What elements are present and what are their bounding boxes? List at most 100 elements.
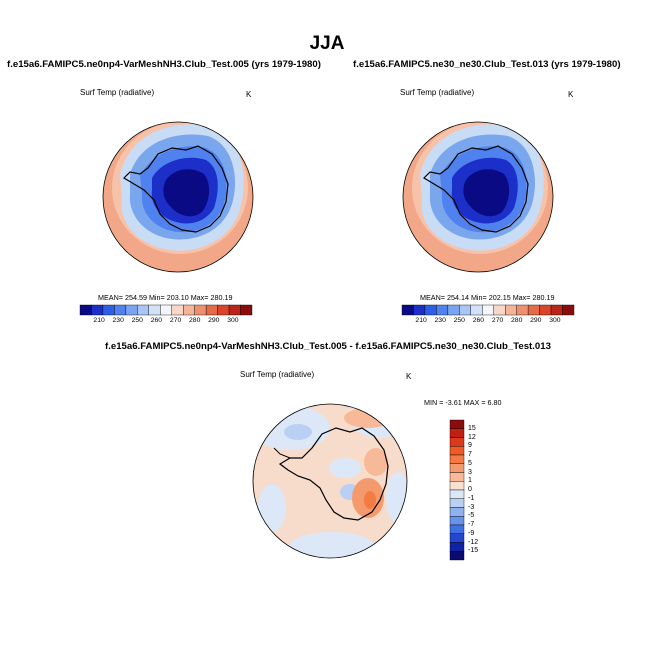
colorbar-box xyxy=(148,304,161,316)
diff-colorbar xyxy=(449,419,465,561)
colorbar-box xyxy=(493,304,506,316)
warm-anomaly-peak xyxy=(364,491,376,509)
colorbar-box xyxy=(449,551,465,561)
colorbar-tick-label: 280 xyxy=(511,317,523,324)
season-title: JJA xyxy=(309,33,345,54)
panel-1-polar-map xyxy=(102,121,254,273)
colorbar-box xyxy=(447,304,460,316)
diff-panel-variable: Surf Temp (radiative) xyxy=(240,370,315,379)
diff-panel-stats: MIN = -3.61 MAX = 6.80 xyxy=(424,398,502,407)
colorbar-box xyxy=(171,304,184,316)
diff-colorbar-labels: 15 12 9 7 5 3 1 0 -1 -3 -5 -7 -9 -12 -15 xyxy=(468,420,508,560)
panel-1-stats: MEAN= 254.59 Min= 203.10 Max= 280.19 xyxy=(98,293,233,302)
colorbar-tick-label: -1 xyxy=(468,494,475,502)
colorbar-box xyxy=(459,304,472,316)
colorbar-box xyxy=(470,304,483,316)
colorbar-tick-label: 1 xyxy=(468,477,472,485)
continent-core xyxy=(463,169,510,217)
warm-anomaly xyxy=(344,408,392,428)
colorbar-tick-label: 12 xyxy=(468,433,476,441)
colorbar-box xyxy=(401,304,414,316)
colorbar-box xyxy=(562,304,575,316)
colorbar-box xyxy=(137,304,150,316)
colorbar-box xyxy=(449,507,465,517)
colorbar-tick-label: 9 xyxy=(468,442,472,450)
colorbar-tick-label: 300 xyxy=(227,317,239,324)
colorbar-tick-label: 15 xyxy=(468,424,476,432)
map-boundary xyxy=(402,121,554,273)
colorbar-box xyxy=(240,304,253,316)
coastline xyxy=(273,447,291,459)
colorbar-tick-label: 270 xyxy=(491,317,504,324)
colorbar-tick-label: 7 xyxy=(468,451,472,458)
colorbar-tick-label: 250 xyxy=(453,317,465,324)
colorbar-tick-label: 300 xyxy=(549,317,561,324)
colorbar-tick-label: 280 xyxy=(189,317,201,324)
panel-1-colorbar-labels: 210 230 250 260 270 280 290 300 xyxy=(80,317,252,327)
map-boundary xyxy=(252,403,408,559)
colorbar-box xyxy=(539,304,552,316)
colorbar-tick-label: 210 xyxy=(93,317,105,324)
colorbar-box xyxy=(449,419,465,429)
coastline xyxy=(423,145,529,233)
colorbar-box xyxy=(449,446,465,456)
colorbar-box xyxy=(449,463,465,473)
colorbar-box xyxy=(482,304,494,316)
continent-core xyxy=(163,169,210,217)
cool-anomaly xyxy=(258,484,286,532)
cool-anomaly xyxy=(386,472,407,524)
colorbar-tick-label: 250 xyxy=(131,317,143,324)
diff-polar-map xyxy=(252,403,408,559)
colorbar-box xyxy=(449,533,465,543)
colorbar-box xyxy=(449,481,465,491)
colorbar-box xyxy=(516,304,529,316)
coastline xyxy=(278,427,389,521)
panel-2-stats: MEAN= 254.14 Min= 202.15 Max= 280.19 xyxy=(420,293,555,302)
colorbar-box xyxy=(79,304,92,316)
colorbar-tick-label: -5 xyxy=(468,512,475,520)
colorbar-box xyxy=(449,542,465,552)
colorbar-tick-label: -12 xyxy=(468,538,479,546)
panel-2-title: f.e15a6.FAMIPC5.ne30_ne30.Club_Test.013 … xyxy=(353,59,621,70)
panel-1-colorbar xyxy=(79,304,253,316)
panel-1-variable: Surf Temp (radiative) xyxy=(80,88,155,97)
coastline xyxy=(123,145,229,233)
panel-2-units: K xyxy=(568,90,574,99)
colorbar-tick-label: 5 xyxy=(468,459,472,467)
colorbar-box xyxy=(102,304,115,316)
colorbar-tick-label: -9 xyxy=(468,529,475,537)
colorbar-tick-label: 260 xyxy=(472,317,485,324)
colorbar-box xyxy=(217,304,230,316)
colorbar-box xyxy=(449,498,465,508)
colorbar-box xyxy=(436,304,449,316)
colorbar-tick-label: -3 xyxy=(468,503,475,511)
colorbar-box xyxy=(449,454,465,464)
cool-anomaly xyxy=(329,458,361,478)
panel-2-variable: Surf Temp (radiative) xyxy=(400,88,475,97)
colorbar-tick-label: 290 xyxy=(530,317,542,324)
colorbar-box xyxy=(550,304,563,316)
cool-anomaly xyxy=(284,424,312,440)
diff-panel-units: K xyxy=(406,372,412,381)
panel-1-units: K xyxy=(246,90,252,99)
colorbar-box xyxy=(160,304,172,316)
panel-1-title: f.e15a6.FAMIPC5.ne0np4-VarMeshNH3.Club_T… xyxy=(7,59,321,70)
colorbar-tick-label: 260 xyxy=(150,317,163,324)
panel-2-colorbar-labels: 210 230 250 260 270 280 290 300 xyxy=(402,317,574,327)
colorbar-tick-label: 270 xyxy=(169,317,182,324)
colorbar-box xyxy=(449,428,465,438)
cool-anomaly xyxy=(288,532,376,558)
colorbar-tick-label: 230 xyxy=(112,317,124,324)
colorbar-tick-label: -15 xyxy=(468,547,479,555)
colorbar-box xyxy=(527,304,540,316)
colorbar-tick-label: 230 xyxy=(434,317,446,324)
colorbar-box xyxy=(449,524,465,534)
colorbar-tick-label: 0 xyxy=(468,486,472,493)
colorbar-tick-label: -7 xyxy=(468,521,475,528)
panel-2-polar-map xyxy=(402,121,554,273)
colorbar-box xyxy=(194,304,207,316)
colorbar-tick-label: 210 xyxy=(415,317,427,324)
colorbar-box xyxy=(205,304,218,316)
colorbar-box xyxy=(449,472,465,482)
panel-2-colorbar xyxy=(401,304,575,316)
